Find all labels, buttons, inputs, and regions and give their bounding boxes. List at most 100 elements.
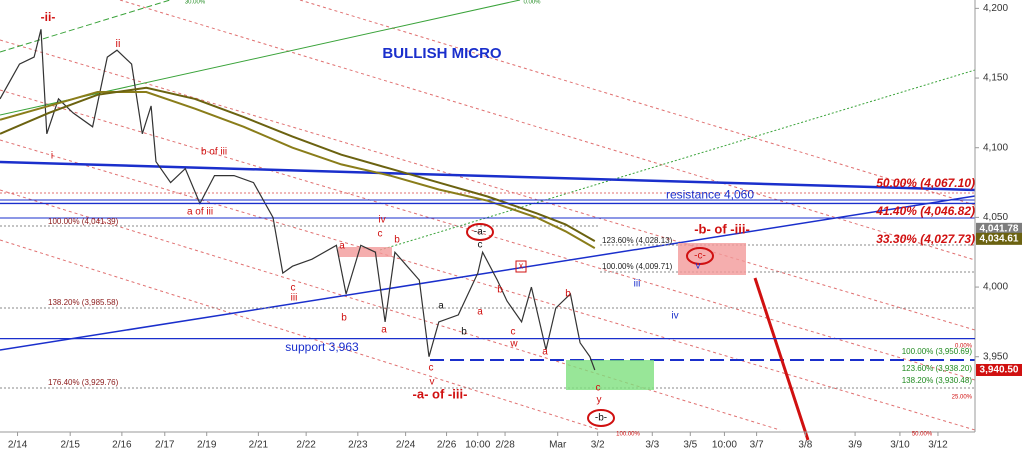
price-tag [976,232,1022,245]
fib-label: 138.20% (3,985.58) [48,298,119,307]
wave-label: y [597,395,602,406]
wave-label: c [478,240,483,251]
price-tag [976,222,1022,235]
fib-label: 123.60% (3,938.20) [902,364,973,373]
x-tick-label: 3/8 [798,440,812,451]
fib-label: 50.00% [912,432,933,438]
fib-label: 0.00% [523,0,541,6]
y-tick-label: 4,100 [983,142,1008,153]
x-tick-label: 3/12 [928,440,948,451]
x-tick-label: 2/22 [296,440,316,451]
wave-label: -c- [694,251,706,262]
wave-label: b of iii [201,147,227,158]
wave-label: a [438,301,444,312]
wave-label: v [430,377,435,388]
fib-label: 100.00% (4,009.71) [602,262,673,271]
wave-label: -b- of -iii- [694,221,750,236]
x-tick-label: 3/10 [890,440,910,451]
wave-label: a [381,325,387,336]
x-tick-label: 2/28 [495,440,515,451]
wave-label: b [394,235,400,246]
moving-average [0,86,596,242]
wave-label: c [596,383,601,394]
fib-label: 100.00% (4,041.39) [48,217,119,226]
channel-line [0,89,976,381]
price-tag [976,363,1022,376]
moving-average [0,91,596,249]
x-tick-label: 2/19 [197,440,217,451]
y-tick-label: 4,000 [983,282,1008,293]
channel-line [0,0,171,53]
x-tick-label: 2/26 [437,440,457,451]
x-tick-label: 3/9 [848,440,862,451]
price-tag-label: 4,034.61 [980,233,1019,244]
y-tick-label: 3,950 [983,351,1008,362]
wave-label: a [542,347,548,358]
wave-label: b [341,313,347,324]
fib-label: 176.40% (3,929.76) [48,378,119,387]
fib-label: 50.00% (4,067.10) [876,176,975,190]
y-tick-label: 4,200 [983,3,1008,14]
fib-label: 41.40% (4,046.82) [875,204,975,218]
channel-line [0,39,976,331]
price-tag-label: 4,041.78 [980,223,1019,234]
wave-label: ii [116,38,121,50]
wave-label: a of iii [187,207,213,218]
wave-label: b [497,285,503,296]
x-tick-label: 10:00 [465,440,490,451]
wave-label: iv [378,215,385,226]
level-label: support 3,963 [285,340,359,354]
chart-title: BULLISH MICRO [382,45,501,62]
channel-line [0,239,601,431]
wave-label: iv [671,311,678,322]
wave-label: w [509,339,518,350]
trend-line [0,195,976,351]
fib-label: 33.30% (4,027.73) [876,232,975,246]
target-box [566,360,654,390]
wave-label: c [378,229,383,240]
circle [466,223,494,241]
x-tick-label: 2/16 [112,440,132,451]
x-tick-label: 2/21 [249,440,269,451]
wave-label: iii [634,279,641,290]
circle [686,247,714,265]
wave-label: -ii- [41,10,56,24]
x-tick-label: 3/2 [591,440,605,451]
wave-label: x [519,260,524,270]
x-tick-label: 2/17 [155,440,175,451]
fib-label: 123.60% (4,028.13) [602,236,673,245]
fib-label: 100.00% [616,432,640,438]
wave-label: c [511,327,516,338]
wave-label: i [51,151,53,162]
x-tick-label: 3/5 [683,440,697,451]
wave-label: -b- [595,413,607,424]
projection-arrow [753,277,810,441]
level-label: resistance 4,060 [666,188,754,202]
y-tick-label: 4,150 [983,73,1008,84]
wave-label: c [291,283,296,294]
fib-label: 0.00% [955,344,973,350]
price-line [0,29,596,371]
circle [587,409,615,427]
x-tick-label: 2/24 [396,440,416,451]
wave-label: -a- of -iii- [413,386,468,401]
wave-label: b [461,327,467,338]
x-tick-label: 2/14 [8,440,28,451]
channel-line [0,139,976,431]
price-tag-label: 3,940.50 [980,365,1019,376]
x-tick-label: 3/7 [750,440,764,451]
channel-line [119,0,976,261]
fib-label: 30.00% [185,0,206,6]
x-tick-label: 2/23 [348,440,368,451]
x-tick-label: 10:00 [712,440,737,451]
wave-label: iii [291,293,298,304]
fib-label: 100.00% (3,950.69) [902,347,973,356]
wave-label: b [565,289,571,300]
x-tick-label: 2/15 [60,440,80,451]
fib-label: 25.00% [952,395,973,401]
x-tick-label: Mar [549,440,567,451]
zone-box [338,247,392,257]
wave-label: c [429,363,434,374]
